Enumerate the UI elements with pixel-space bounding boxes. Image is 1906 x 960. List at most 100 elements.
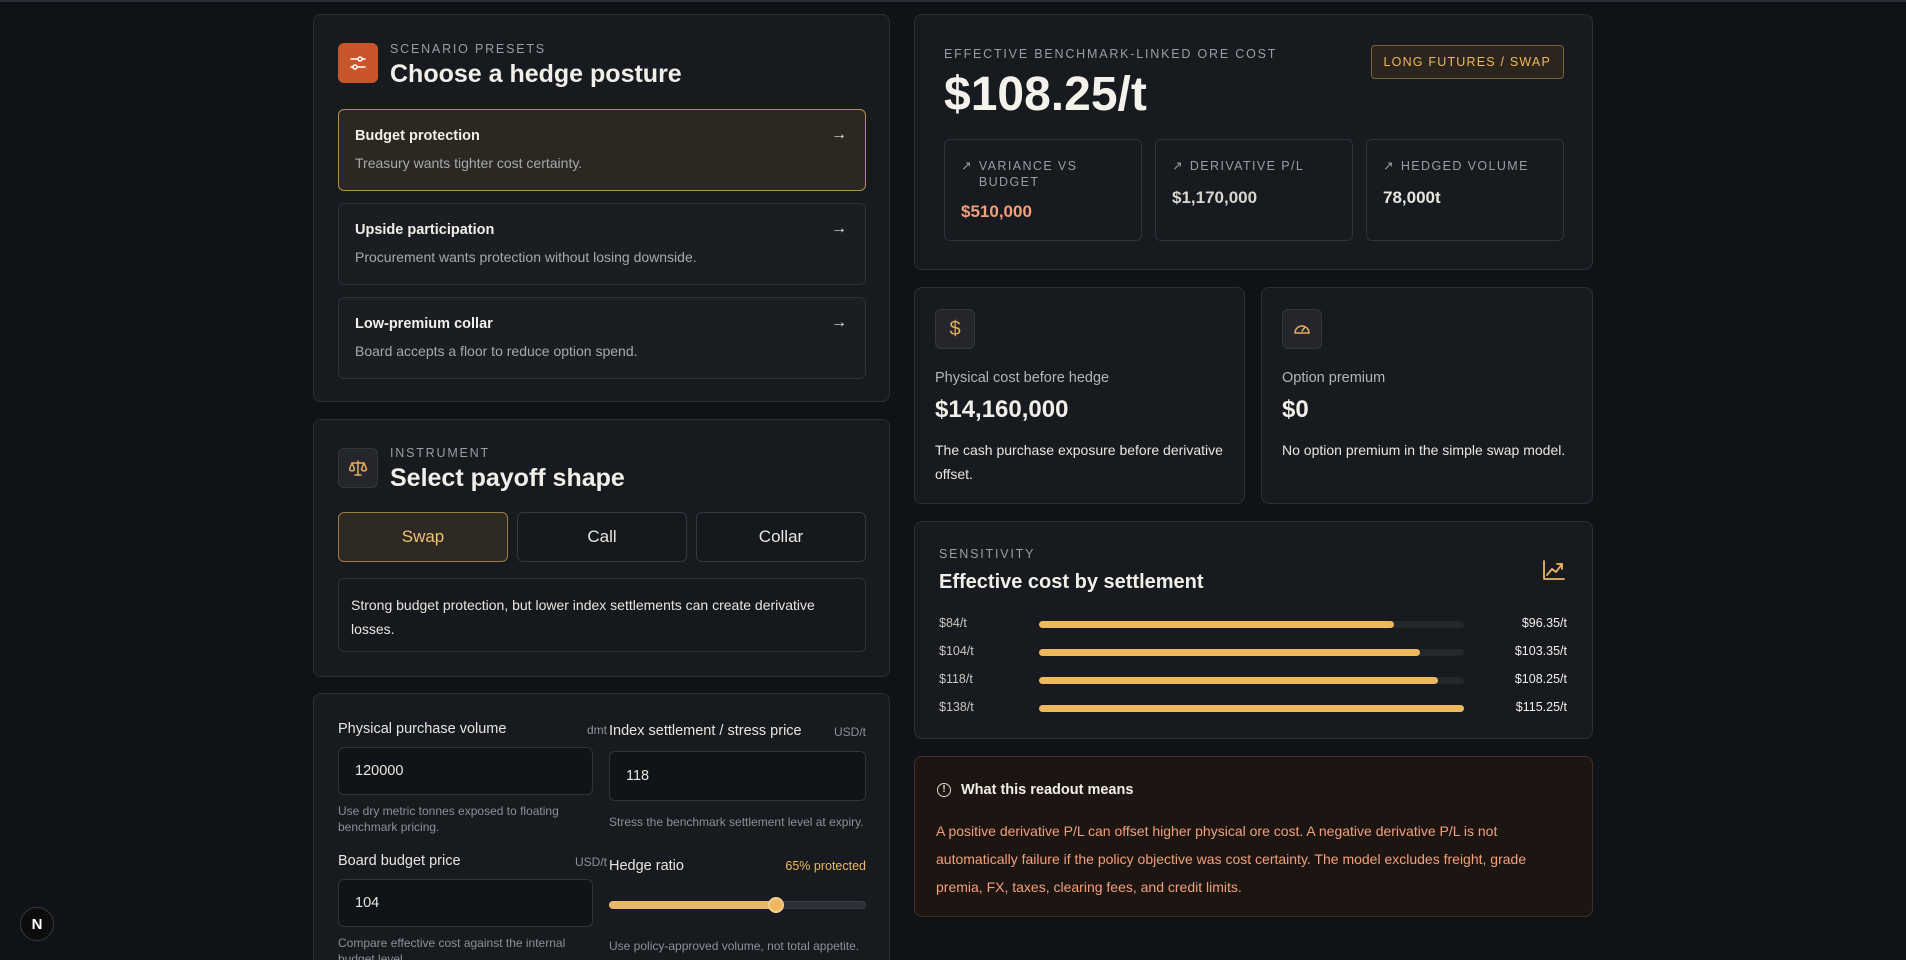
slider-fill: [609, 901, 777, 909]
option-premium-card: Option premium $0 No option premium in t…: [1261, 287, 1593, 504]
kpi-variance: ↗ VARIANCE VS BUDGET $510,000: [944, 139, 1142, 241]
effective-cost-label: $108.25/t: [1514, 672, 1567, 686]
hedge-ratio-slider[interactable]: [609, 897, 866, 913]
effective-cost-label: $103.35/t: [1514, 644, 1567, 658]
kpi-label: HEDGED VOLUME: [1400, 159, 1529, 173]
settlement-label: $118/t: [939, 672, 973, 686]
sensitivity-row: $104/t $103.35/t: [939, 644, 1567, 660]
budget-unit: USD/t: [574, 855, 607, 869]
sensitivity-bar: [1039, 677, 1439, 684]
volume-input[interactable]: 120000: [338, 747, 593, 795]
sensitivity-bar: [1039, 621, 1395, 628]
readout-title: What this readout means: [961, 782, 1134, 798]
instrument-badge: LONG FUTURES / SWAP: [1370, 45, 1564, 79]
settlement-label: $138/t: [939, 700, 974, 714]
settlement-label: $104/t: [939, 644, 974, 658]
preset-upside-participation[interactable]: Upside participation Procurement wants p…: [338, 203, 866, 285]
summary-card: EFFECTIVE BENCHMARK-LINKED ORE COST $108…: [914, 14, 1593, 270]
sensitivity-bar-track: [1039, 621, 1464, 628]
badge-text: LONG FUTURES / SWAP: [1383, 55, 1551, 69]
settlement-label: $84/t: [939, 616, 967, 630]
settlement-input[interactable]: 118: [609, 751, 866, 801]
budget-label: Board budget price: [338, 853, 461, 869]
sensitivity-bar: [1039, 649, 1421, 656]
preset-title: Budget protection: [355, 128, 480, 144]
info-icon: !: [937, 783, 951, 797]
inputs-card: Physical purchase volume dmt 120000 Use …: [313, 693, 890, 960]
trend-icon: ↗: [1383, 159, 1395, 173]
sensitivity-row: $118/t $108.25/t: [939, 672, 1567, 688]
hedge-ratio-status: 65% protected: [785, 859, 866, 873]
trend-chart-icon: [1542, 559, 1566, 586]
instrument-note-text: Strong budget protection, but lower inde…: [351, 597, 815, 637]
premium-value: $0: [1282, 396, 1309, 423]
sensitivity-card: SENSITIVITY Effective cost by settlement…: [914, 521, 1593, 739]
preset-title: Upside participation: [355, 222, 495, 238]
trend-icon: ↗: [961, 159, 973, 173]
preset-low-premium-collar[interactable]: Low-premium collar Board accepts a floor…: [338, 297, 866, 379]
hedge-ratio-help: Use policy-approved volume, not total ap…: [609, 939, 860, 953]
sensitivity-bar-track: [1039, 705, 1464, 712]
slider-thumb[interactable]: [768, 897, 785, 913]
sensitivity-bar-track: [1039, 677, 1464, 684]
summary-eyebrow: EFFECTIVE BENCHMARK-LINKED ORE COST: [944, 47, 1278, 61]
physical-desc: The cash purchase exposure before deriva…: [935, 442, 1223, 482]
physical-label: Physical cost before hedge: [935, 370, 1110, 386]
presets-card: SCENARIO PRESETS Choose a hedge posture …: [313, 14, 890, 402]
readout-card: ! What this readout means A positive der…: [914, 756, 1593, 917]
settlement-help: Stress the benchmark settlement level at…: [609, 815, 864, 829]
instrument-note: Strong budget protection, but lower inde…: [338, 578, 866, 652]
physical-value: $14,160,000: [935, 396, 1069, 423]
preset-desc: Procurement wants protection without los…: [355, 249, 697, 265]
instrument-eyebrow: INSTRUMENT: [390, 446, 490, 460]
budget-help: Compare effective cost against the inter…: [338, 936, 566, 960]
kpi-hedged-volume: ↗ HEDGED VOLUME 78,000t: [1366, 139, 1564, 241]
preset-title: Low-premium collar: [355, 316, 493, 332]
effective-cost-label: $115.25/t: [1515, 700, 1567, 714]
physical-cost-card: $ Physical cost before hedge $14,160,000…: [914, 287, 1245, 504]
kpi-value: $1,170,000: [1172, 188, 1258, 207]
presets-eyebrow: SCENARIO PRESETS: [390, 42, 546, 56]
scale-icon: [338, 448, 378, 488]
kpi-derivative-pl: ↗ DERIVATIVE P/L $1,170,000: [1155, 139, 1353, 241]
budget-input[interactable]: 104: [338, 879, 593, 927]
instrument-option-collar[interactable]: Collar: [696, 512, 866, 562]
settlement-label: Index settlement / stress price: [609, 723, 802, 739]
hedge-ratio-label: Hedge ratio: [609, 858, 684, 874]
sensitivity-bar: [1039, 705, 1464, 712]
premium-desc: No option premium in the simple swap mod…: [1282, 442, 1566, 458]
kpi-value: 78,000t: [1383, 188, 1441, 207]
sensitivity-title: Effective cost by settlement: [939, 571, 1204, 593]
instrument-title: Select payoff shape: [390, 464, 625, 492]
sensitivity-bar-track: [1039, 649, 1464, 656]
readout-body: A positive derivative P/L can offset hig…: [936, 823, 1527, 895]
effective-cost-value: $108.25/t: [944, 68, 1147, 121]
dollar-icon: $: [935, 309, 975, 349]
instrument-option-call[interactable]: Call: [517, 512, 687, 562]
premium-label: Option premium: [1282, 370, 1386, 386]
sensitivity-eyebrow: SENSITIVITY: [939, 547, 1036, 561]
arrow-right-icon: →: [831, 314, 847, 331]
gauge-icon: [1282, 309, 1322, 349]
sensitivity-row: $84/t $96.35/t: [939, 616, 1567, 632]
settlement-unit: USD/t: [833, 725, 866, 739]
presets-title: Choose a hedge posture: [390, 60, 682, 88]
trend-icon: ↗: [1172, 159, 1184, 173]
preset-desc: Treasury wants tighter cost certainty.: [355, 155, 583, 171]
instrument-card: INSTRUMENT Select payoff shape Swap Call…: [313, 419, 890, 677]
volume-label: Physical purchase volume: [338, 721, 507, 737]
preset-desc: Board accepts a floor to reduce option s…: [355, 343, 638, 359]
instrument-option-swap[interactable]: Swap: [338, 512, 508, 562]
effective-cost-label: $96.35/t: [1521, 616, 1567, 630]
kpi-value: $510,000: [961, 202, 1032, 221]
sensitivity-row: $138/t $115.25/t: [939, 700, 1567, 716]
arrow-right-icon: →: [831, 220, 847, 237]
volume-help: Use dry metric tonnes exposed to floatin…: [338, 804, 559, 834]
preset-budget-protection[interactable]: Budget protection Treasury wants tighter…: [338, 109, 866, 191]
kpi-label: DERIVATIVE P/L: [1189, 159, 1305, 173]
arrow-right-icon: →: [831, 126, 847, 143]
kpi-label: VARIANCE VS BUDGET: [978, 159, 1078, 189]
next-logo-icon[interactable]: N: [20, 907, 54, 941]
sliders-icon: [338, 43, 378, 83]
volume-unit: dmt: [586, 723, 607, 737]
